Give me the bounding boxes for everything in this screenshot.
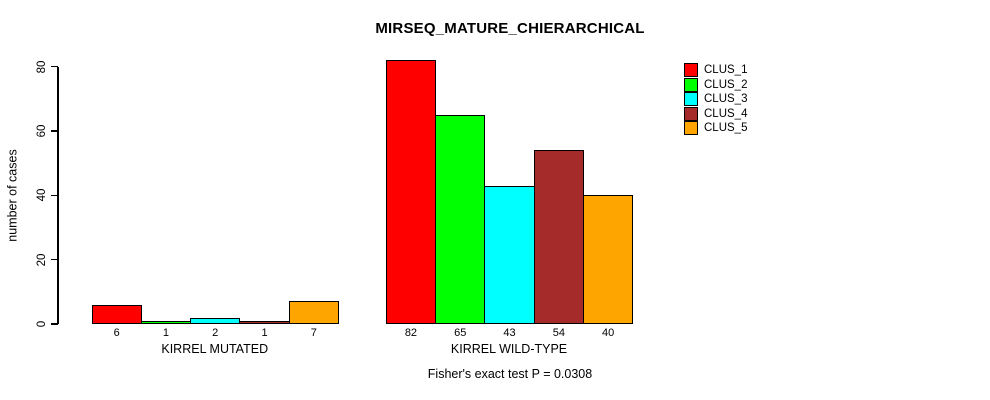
legend-row: CLUS_3 — [684, 92, 748, 107]
legend-row: CLUS_5 — [684, 121, 748, 136]
bar-clus_2 — [140, 320, 192, 324]
legend-swatch-clus_1 — [684, 63, 698, 77]
bar-clus_5 — [583, 195, 634, 324]
y-tick-label: 40 — [36, 188, 48, 202]
legend-swatch-clus_3 — [684, 92, 698, 107]
y-tick — [51, 66, 58, 68]
bar-clus_4 — [533, 150, 584, 324]
legend-swatch-clus_5 — [684, 121, 698, 136]
y-tick-label: 60 — [36, 124, 48, 138]
legend-row: CLUS_1 — [684, 63, 747, 77]
y-axis-label: number of cases — [5, 149, 20, 242]
bar-clus_2 — [435, 114, 486, 324]
bar-value-label: 2 — [212, 327, 219, 339]
y-axis-line — [57, 66, 59, 324]
bar-clus_4 — [239, 320, 290, 324]
chart-title: MIRSEQ_MATURE_CHIERARCHICAL — [375, 20, 645, 37]
legend-row: CLUS_2 — [684, 77, 748, 92]
x-group-label: KIRREL WILD-TYPE — [450, 342, 568, 356]
y-tick-label: 0 — [36, 320, 48, 328]
y-tick-label: 80 — [36, 60, 48, 74]
y-tick-label: 20 — [36, 253, 48, 267]
bar-clus_1 — [91, 304, 142, 324]
bar-value-label: 65 — [454, 327, 467, 339]
legend-row: CLUS_4 — [684, 106, 748, 121]
x-group-label: KIRREL MUTATED — [161, 342, 269, 356]
bar-value-label: 54 — [552, 327, 565, 339]
legend-label: CLUS_1 — [704, 64, 748, 76]
bar-clus_5 — [288, 301, 339, 324]
y-tick — [51, 194, 58, 197]
y-tick — [51, 323, 58, 325]
bar-value-label: 6 — [113, 327, 120, 339]
bar-value-label: 40 — [602, 327, 615, 339]
bar-clus_1 — [385, 60, 437, 324]
bar-clus_3 — [484, 185, 535, 324]
y-tick — [51, 259, 58, 261]
bar-clus_3 — [190, 317, 241, 324]
bar-value-label: 7 — [310, 327, 317, 339]
bar-value-label: 1 — [162, 327, 169, 339]
legend-label: CLUS_4 — [704, 107, 748, 120]
bar-value-label: 43 — [503, 327, 516, 339]
bar-value-label: 82 — [404, 327, 418, 339]
legend: CLUS_1 CLUS_2 CLUS_3 CLUS_4 CLUS_5 — [684, 63, 747, 136]
legend-label: CLUS_3 — [704, 93, 748, 106]
legend-swatch-clus_2 — [684, 77, 698, 92]
legend-label: CLUS_2 — [704, 78, 748, 91]
bar-value-label: 1 — [261, 327, 268, 339]
legend-swatch-clus_4 — [684, 106, 698, 121]
annotation-text: Fisher's exact test P = 0.0308 — [427, 367, 593, 381]
legend-label: CLUS_5 — [704, 122, 748, 135]
y-tick — [51, 130, 58, 132]
